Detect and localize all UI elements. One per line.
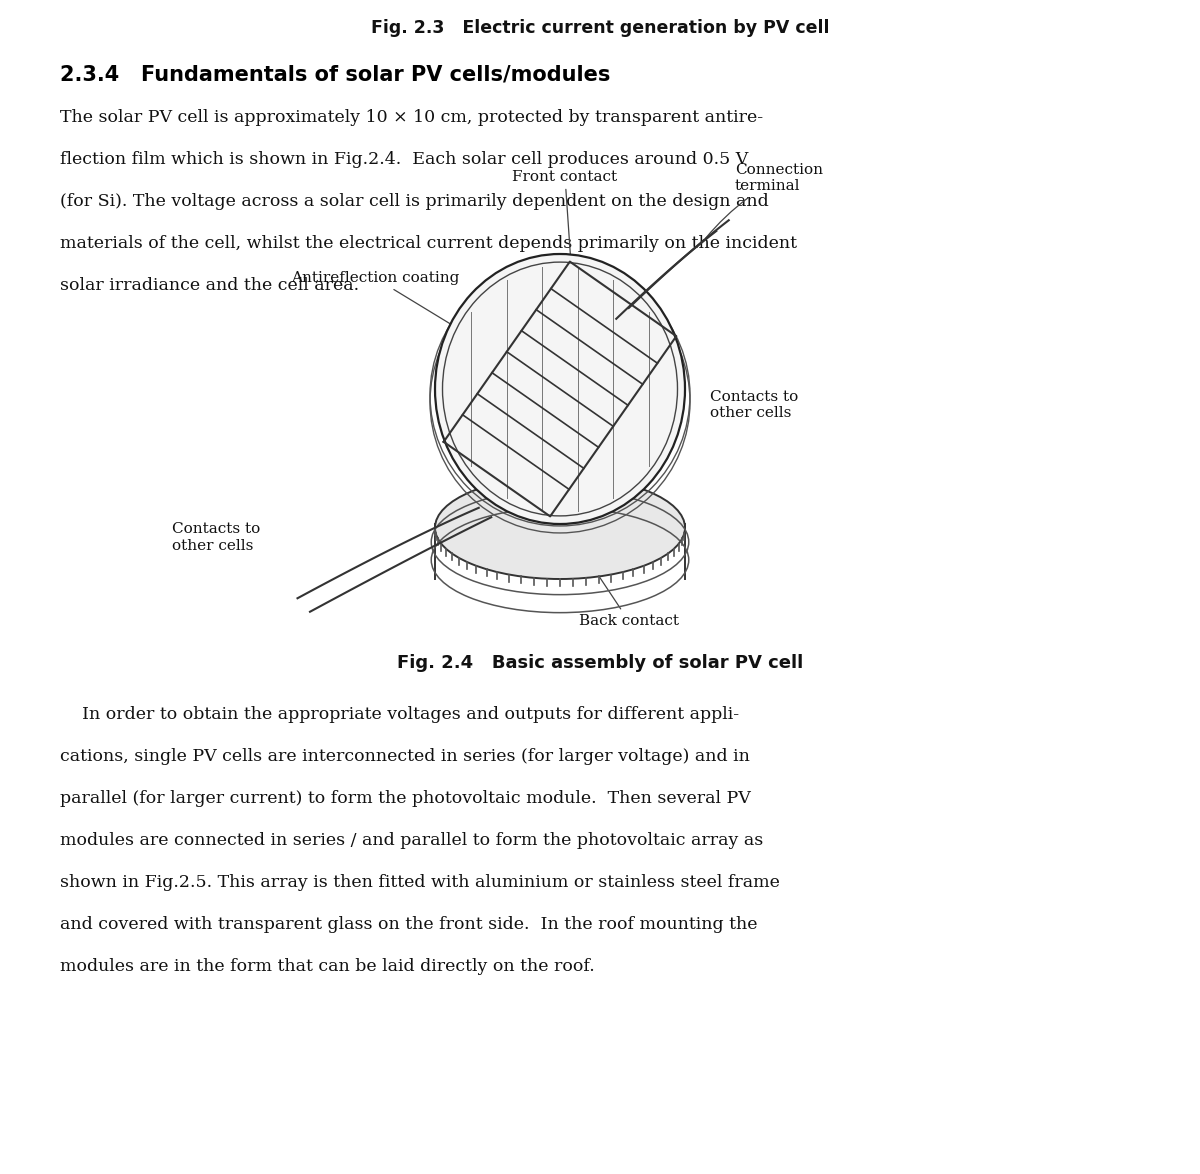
Text: Connection
terminal: Connection terminal [706, 163, 823, 238]
Text: flection film which is shown in Fig.2.4.  Each solar cell produces around 0.5 V: flection film which is shown in Fig.2.4.… [60, 151, 749, 168]
Text: (for Si). The voltage across a solar cell is primarily dependent on the design a: (for Si). The voltage across a solar cel… [60, 193, 769, 210]
Text: Contacts to
other cells: Contacts to other cells [710, 390, 798, 420]
Text: solar irradiance and the cell area.: solar irradiance and the cell area. [60, 277, 359, 294]
Text: The solar PV cell is approximately 10 × 10 cm, protected by transparent antire-: The solar PV cell is approximately 10 × … [60, 109, 763, 126]
Text: and covered with transparent glass on the front side.  In the roof mounting the: and covered with transparent glass on th… [60, 916, 757, 933]
Text: 2.3.4   Fundamentals of solar PV cells/modules: 2.3.4 Fundamentals of solar PV cells/mod… [60, 65, 611, 85]
Text: Back contact: Back contact [578, 576, 679, 628]
Text: shown in Fig.2.5. This array is then fitted with aluminium or stainless steel fr: shown in Fig.2.5. This array is then fit… [60, 873, 780, 891]
Text: Antireflection coating: Antireflection coating [292, 271, 460, 326]
Text: In order to obtain the appropriate voltages and outputs for different appli-: In order to obtain the appropriate volta… [60, 706, 739, 723]
Text: Contacts to
other cells: Contacts to other cells [173, 522, 260, 553]
Ellipse shape [436, 477, 685, 579]
Text: cations, single PV cells are interconnected in series (for larger voltage) and i: cations, single PV cells are interconnec… [60, 748, 750, 765]
Ellipse shape [436, 254, 685, 524]
Text: parallel (for larger current) to form the photovoltaic module.  Then several PV: parallel (for larger current) to form th… [60, 790, 751, 807]
Text: Front contact: Front contact [512, 170, 618, 276]
Text: modules are in the form that can be laid directly on the roof.: modules are in the form that can be laid… [60, 958, 595, 974]
Text: modules are connected in series / and parallel to form the photovoltaic array as: modules are connected in series / and pa… [60, 832, 763, 849]
Text: Fig. 2.4   Basic assembly of solar PV cell: Fig. 2.4 Basic assembly of solar PV cell [397, 654, 803, 672]
Text: Fig. 2.3   Electric current generation by PV cell: Fig. 2.3 Electric current generation by … [371, 19, 829, 38]
Text: materials of the cell, whilst the electrical current depends primarily on the in: materials of the cell, whilst the electr… [60, 235, 797, 252]
